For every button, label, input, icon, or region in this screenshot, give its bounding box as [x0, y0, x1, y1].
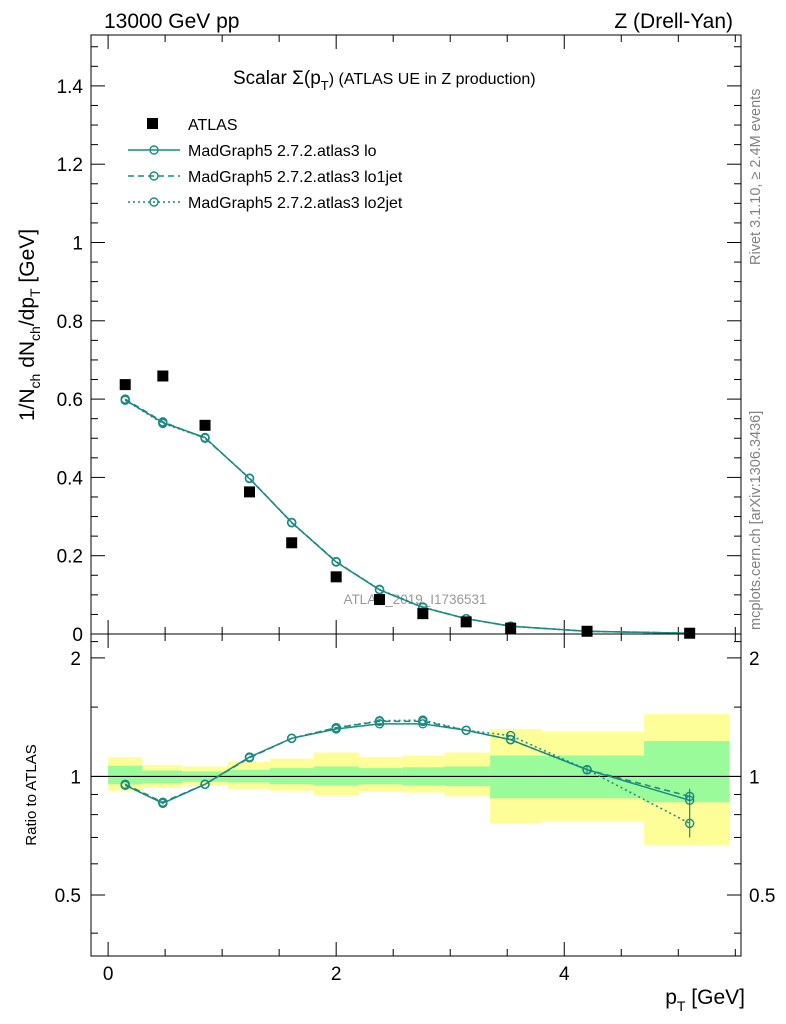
- legend-marker-solid: [149, 145, 159, 155]
- main-y-tick-label: 0.2: [57, 547, 83, 568]
- ratio-y-tick-label-right: 1: [749, 767, 760, 788]
- ratio-y-tick-label-right: 2: [749, 649, 760, 670]
- data-point: [157, 370, 169, 382]
- ratio-tick-labels: 0.5 0.5 1 1 2 2 0 2 4: [55, 649, 776, 985]
- main-y-tick-labels: 0 0.2 0.4 0.6 0.8 1 1.2 1.4: [57, 77, 84, 646]
- data-point: [244, 486, 256, 498]
- main-series-marker-dotted: [331, 557, 341, 567]
- legend-label: ATLAS: [188, 117, 238, 134]
- ratio-band-green: [108, 765, 143, 785]
- ratio-series-marker-dotted: [120, 780, 130, 790]
- ratio-y-tick-label-right: 0.5: [749, 886, 775, 907]
- ratio-series-marker-dotted: [505, 730, 516, 741]
- main-series-marker-dotted: [374, 584, 385, 595]
- main-y-tick-label: 0: [72, 625, 83, 646]
- ratio-series-marker-solid: [374, 719, 385, 729]
- ratio-series-marker-dotted: [331, 722, 341, 733]
- ratio-bands: [108, 714, 730, 845]
- main-y-label: 1/Nch dNch/dpT [GeV]: [16, 229, 43, 421]
- ratio-series-line-dashed: [124, 720, 690, 804]
- legend-label: MadGraph5 2.7.2.atlas3 lo1jet: [188, 169, 403, 186]
- main-series-line-dotted: [124, 399, 690, 634]
- ratio-frame: [90, 633, 742, 957]
- mcplots-label: mcplots.cern.ch [arXiv:1306.3436]: [748, 411, 764, 630]
- data-point: [684, 627, 696, 639]
- main-y-ticks: [91, 35, 741, 635]
- main-y-tick-label: 1.4: [57, 77, 84, 98]
- x-tick-label: 4: [559, 964, 570, 985]
- main-series-marker-dotted: [287, 518, 297, 528]
- main-series-marker-dotted: [200, 433, 210, 443]
- main-y-tick-label: 1.2: [57, 155, 83, 176]
- x-tick-label: 0: [103, 964, 114, 985]
- ratio-series-marker-dotted: [287, 733, 297, 743]
- rivet-label: Rivet 3.1.10, ≥ 2.4M events: [748, 89, 764, 265]
- data-point: [581, 625, 593, 637]
- legend-marker-dotted: [149, 197, 159, 207]
- ratio-band-green: [644, 741, 730, 803]
- ratio-y-tick-label: 1: [70, 767, 81, 788]
- ratio-series-line-dotted: [124, 719, 691, 825]
- header-right: Z (Drell-Yan): [614, 10, 733, 33]
- data-point: [460, 616, 472, 628]
- x-axis-label: pT [GeV]: [665, 986, 745, 1014]
- main-series-marker-dotted: [244, 473, 255, 483]
- data-point: [417, 608, 429, 620]
- main-panel: 00.20.40.60.811.21.4 ATLAS_2019_I1736531…: [16, 34, 742, 646]
- ratio-series-marker-dotted: [582, 765, 592, 775]
- main-y-tick-label: 0.6: [57, 390, 83, 411]
- legend-label: MadGraph5 2.7.2.atlas3 lo2jet: [188, 195, 403, 212]
- ratio-series-marker-dotted: [158, 798, 168, 808]
- ratio-y-tick-label: 2: [70, 649, 81, 670]
- ratio-ticks: [91, 634, 741, 956]
- ratio-y-label: Ratio to ATLAS: [23, 744, 40, 845]
- ratio-series-marker-dotted: [200, 779, 210, 790]
- main-y-tick-label: 0.8: [57, 312, 83, 333]
- header-left: 13000 GeV pp: [104, 10, 239, 33]
- ratio-series-marker-dotted: [461, 725, 471, 735]
- x-tick-label: 2: [331, 964, 342, 985]
- ratio-series-marker-dotted: [374, 716, 385, 726]
- main-series: [120, 394, 695, 638]
- data-point: [374, 594, 386, 606]
- main-y-tick-label: 1: [72, 233, 83, 254]
- svg-text:1/Nch dNch/dpT [GeV]: 1/Nch dNch/dpT [GeV]: [16, 229, 43, 421]
- data-point: [119, 379, 131, 391]
- ratio-panel: 0.5 0.5 1 1 2 2 0 2 4 Ratio to ATLAS pT [GeV]: [23, 633, 776, 1014]
- data-point: [505, 622, 517, 634]
- main-y-tick-label: 0.4: [57, 468, 84, 489]
- main-series-marker-dotted: [158, 418, 168, 429]
- data-point: [286, 537, 298, 549]
- ratio-series-marker-dotted: [244, 752, 255, 762]
- main-series-marker-dotted: [120, 395, 130, 405]
- legend-label: MadGraph5 2.7.2.atlas3 lo: [188, 143, 377, 160]
- ratio-series-marker-dotted: [418, 715, 428, 725]
- legend-marker-data: [147, 118, 158, 129]
- main-data-points: [119, 370, 696, 639]
- ratio-series-marker-dashed: [505, 734, 516, 745]
- chart-title: Scalar Σ(pT) (ATLAS UE in Z production): [233, 68, 536, 93]
- data-point: [199, 419, 211, 431]
- ratio-series-marker-solid: [418, 719, 428, 729]
- ratio-y-tick-label: 0.5: [55, 886, 81, 907]
- data-point: [330, 571, 342, 583]
- ratio-series: [120, 715, 695, 838]
- legend-marker-dashed: [149, 171, 159, 181]
- legend: ATLAS MadGraph5 2.7.2.atlas3 lo MadGraph5 …: [128, 117, 403, 212]
